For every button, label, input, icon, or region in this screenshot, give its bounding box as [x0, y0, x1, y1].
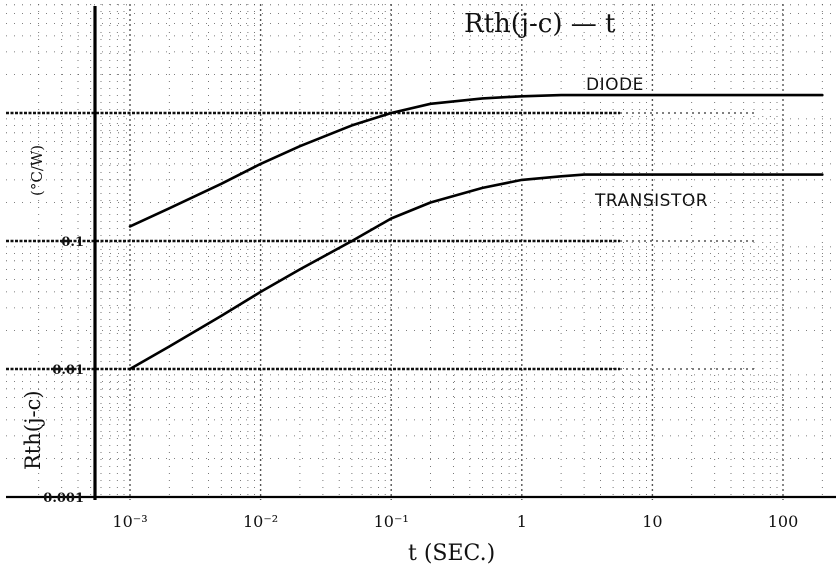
grid [6, 4, 836, 500]
series-label-transistor: TRANSISTOR [594, 191, 708, 211]
chart-text: Rth(j-c) — t t (SEC.) Rth(j-c) (°C/W) 10… [21, 9, 798, 566]
y-axis-label: Rth(j-c) [21, 390, 45, 470]
y-tick-label: 0.01 [52, 363, 84, 378]
series-line-transistor [130, 175, 822, 369]
x-tick-label: 1 [517, 512, 527, 531]
y-tick-label: 0.001 [43, 491, 84, 506]
x-tick-label: 10⁻² [243, 512, 278, 531]
y-axis-unit: (°C/W) [28, 145, 46, 196]
y-tick-label: 0.1 [61, 235, 84, 250]
x-axis-label: t (SEC.) [408, 541, 495, 566]
x-tick-label: 10⁻³ [112, 512, 147, 531]
chart-title: Rth(j-c) — t [464, 9, 616, 39]
series-line-diode [130, 95, 822, 226]
x-tick-label: 10⁻¹ [374, 512, 409, 531]
x-tick-label: 10 [642, 512, 662, 531]
x-tick-label: 100 [768, 512, 799, 531]
series-label-diode: DIODE [586, 75, 644, 95]
series [130, 95, 823, 369]
